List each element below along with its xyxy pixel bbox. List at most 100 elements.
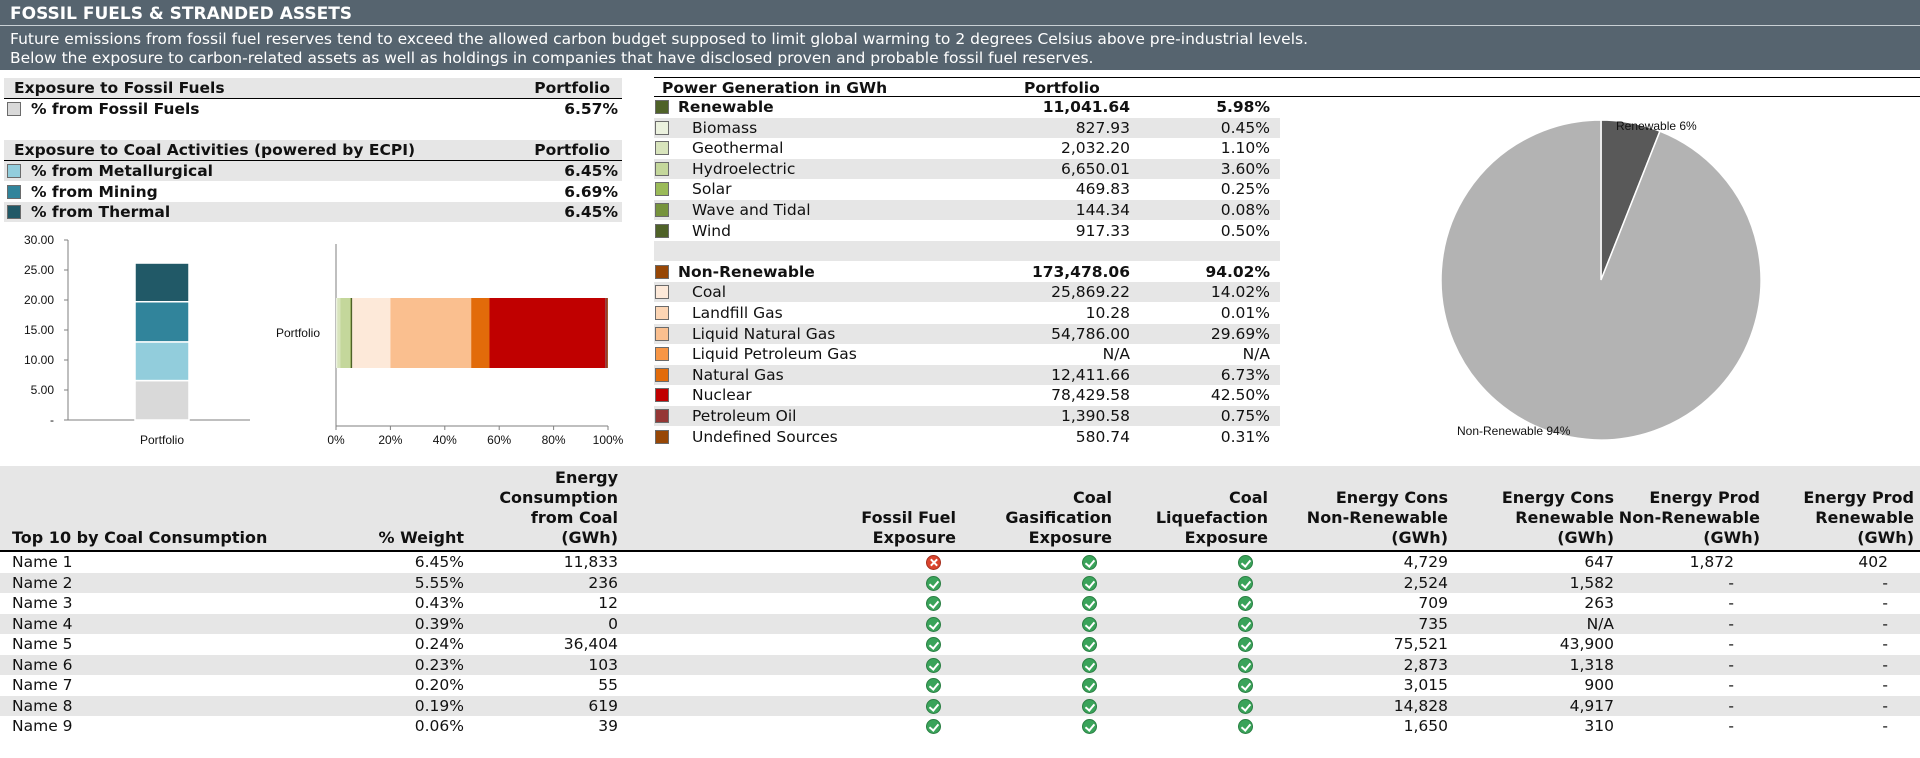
table-cell: 14,828 [1393,696,1448,715]
table-cell: 1,318 [1569,655,1614,674]
power-source-pct: 0.25% [1220,180,1270,199]
power-source-swatch [655,120,669,135]
power-source-swatch [655,409,669,423]
power-source-pct: 0.75% [1220,407,1270,425]
table-cell: - [1728,696,1734,715]
check-circle-icon [1238,678,1253,693]
table-cell-name: Name 9 [12,717,73,735]
table-cell: 0.23% [414,655,464,674]
table-cell: 2,873 [1403,655,1448,674]
column-chart-segment [134,262,190,303]
table-cell-name: Name 1 [12,553,73,571]
table-row: Name 8 0.19% 619 14,828 4,917 - - [0,695,1920,716]
column-chart-x-label: Portfolio [140,433,184,447]
table-row: Name 2 5.55% 236 2,524 1,582 - - [0,572,1920,593]
table-column-header: % Weight [378,528,464,547]
power-source-gwh: 54,786.00 [1051,324,1130,343]
check-circle-icon [1082,555,1097,570]
pie-slice [1440,119,1762,441]
power-generation-row: Renewable 11,041.64 5.98% [654,97,1280,117]
power-source-gwh: N/A [1102,345,1130,364]
table-cell: - [1882,655,1888,674]
table-cell: - [1882,717,1888,735]
power-source-label: Wind [692,221,731,240]
table-cell: - [1728,717,1734,735]
fossil-fuels-label: % from Fossil Fuels [31,100,200,118]
power-generation-row: Liquid Natural Gas 54,786.00 29.69% [654,323,1280,344]
column-chart-y-tick-label: - [50,413,54,427]
table-cell: 4,729 [1403,553,1448,571]
renewable-split-pie-chart: Renewable 6% Non-Renewable 94% [1440,119,1762,441]
table-cell: - [1882,635,1888,653]
fossil-fuels-divider [4,98,622,99]
check-circle-icon [1238,719,1253,734]
table-cell-name: Name 3 [12,594,73,612]
table-column-header: Top 10 by Coal Consumption [12,528,268,547]
power-source-pct: 94.02% [1205,262,1270,281]
power-source-swatch [655,264,669,279]
power-source-swatch [655,326,669,341]
power-source-swatch [655,182,669,197]
section-description-line-1: Future emissions from fossil fuel reserv… [10,30,1308,48]
table-cell: 709 [1418,594,1448,612]
table-cell: 12 [598,594,618,612]
pie-label-renewable: Renewable 6% [1616,119,1697,133]
power-source-gwh: 2,032.20 [1060,139,1130,158]
power-source-pct: 0.50% [1220,221,1270,240]
table-cell: 75,521 [1393,635,1448,653]
coal-activity-value: 6.69% [564,182,618,201]
table-column-header: Coal Liquefaction Exposure [1155,488,1268,547]
power-source-gwh: 1,390.58 [1060,407,1130,425]
power-generation-row: Wind 917.33 0.50% [654,221,1280,241]
power-source-swatch [655,203,669,217]
power-generation-row: Nuclear 78,429.58 42.50% [654,385,1280,405]
power-source-swatch [655,347,669,362]
power-source-gwh: 144.34 [1075,201,1130,219]
power-source-label: Liquid Natural Gas [692,324,836,343]
power-header-rule [654,96,1920,97]
bar-chart-segment [337,298,341,368]
table-cell: 310 [1584,717,1614,735]
cross-circle-icon [926,555,941,570]
table-column-header: Energy Prod Renewable (GWh) [1803,488,1914,547]
column-chart-y-tick-label: 20.00 [24,293,54,307]
section-header: FOSSIL FUELS & STRANDED ASSETS Future em… [0,0,1920,70]
power-source-swatch [655,223,669,238]
section-description-line-2: Below the exposure to carbon-related ass… [10,49,1094,67]
power-source-label: Non-Renewable [678,262,815,281]
table-row: Name 7 0.20% 55 3,015 900 - - [0,675,1920,695]
power-source-pct: 14.02% [1210,283,1270,302]
power-source-gwh: 25,869.22 [1051,283,1130,302]
check-circle-icon [1082,596,1097,611]
coal-activity-label: % from Mining [31,182,158,201]
table-cell: - [1882,696,1888,715]
coal-activities-header: Exposure to Coal Activities (powered by … [4,140,622,160]
power-source-label: Petroleum Oil [692,407,797,425]
table-row: Name 3 0.43% 12 709 263 - - [0,593,1920,613]
table-column-header: Energy Cons Non-Renewable (GWh) [1306,488,1448,547]
power-generation-row: Coal 25,869.22 14.02% [654,282,1280,303]
check-circle-icon [1238,596,1253,611]
table-header-background [0,466,1920,550]
bar-chart-x-tick-label: 20% [378,433,402,447]
power-generation-row: Biomass 827.93 0.45% [654,117,1280,138]
bar-chart-segment [350,298,351,368]
power-source-pct: 0.01% [1220,304,1270,322]
header-divider [0,25,1920,26]
check-circle-icon [926,637,941,652]
power-source-gwh: 827.93 [1075,118,1130,137]
table-cell: 6.45% [414,553,464,571]
power-source-pct: 1.10% [1220,139,1270,158]
table-row: Name 9 0.06% 39 1,650 310 - - [0,716,1920,736]
check-circle-icon [1238,555,1253,570]
fossil-fuels-col-header: Portfolio [534,79,610,97]
coal-activity-label: % from Metallurgical [31,162,213,180]
power-generation-row: Liquid Petroleum Gas N/A N/A [654,344,1280,364]
table-cell: - [1882,594,1888,612]
table-cell: - [1728,573,1734,592]
power-source-label: Coal [692,283,727,302]
check-circle-icon [926,596,941,611]
coal-activity-swatch [7,164,21,178]
table-cell: 1,582 [1569,573,1614,592]
table-cell: 647 [1584,553,1614,571]
